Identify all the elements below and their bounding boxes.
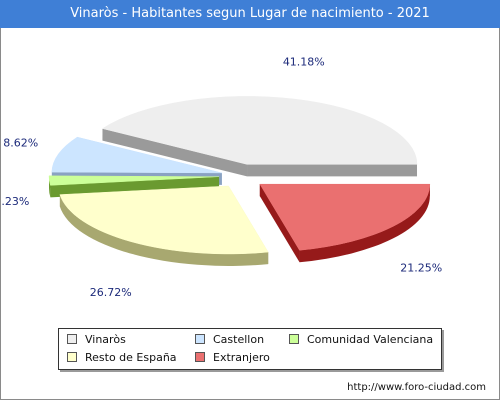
source-credit: http://www.foro-ciudad.com [347,382,486,393]
pie-label-resto-de-espana: 26.72% [90,286,132,299]
pie-slice-resto-de-espana [59,185,269,266]
pie-label-vinaros: 41.18% [283,56,325,69]
legend-label-vinaros: Vinaròs [85,333,126,346]
pie-top-extranjero [259,183,431,251]
legend-label-extranjero: Extranjero [213,351,270,364]
legend-label-castellon: Castellon [213,333,265,346]
pie-slice-extranjero [259,183,431,263]
pie-wall-vinaros-1 [102,128,248,177]
pie-side-resto-de-espana [59,194,269,266]
legend-swatch-extranjero [195,352,205,362]
pie-slice-comunidad-valenciana [48,175,220,198]
legend-swatch-vinaros [67,334,77,344]
legend-item-comunidad-valenciana: Comunidad Valenciana [289,333,433,346]
legend-item-castellon: Castellon [195,333,264,346]
pie-top-vinaros [101,96,418,165]
pie-top-comunidad-valenciana [48,175,220,186]
pie-wall-extranjero-0 [259,184,300,263]
pie-chart: 41.18% 8.62% 2.23% 26.72% 21.25% [1,56,442,300]
legend-item-vinaros: Vinaròs [67,333,126,346]
legend-label-comunidad-valenciana: Comunidad Valenciana [307,333,434,346]
chart-title: Vinaròs - Habitantes segun Lugar de naci… [0,0,500,28]
pie-wall-vinaros-0 [247,164,418,177]
legend-swatch-comunidad-valenciana [289,334,299,344]
pie-wall-comunidad-valenciana-1 [50,176,220,198]
legend-label-resto-de-espana: Resto de España [85,351,177,364]
pie-side-extranjero [299,184,430,263]
legend-item-resto-de-espana: Resto de España [67,351,177,364]
pie-top-resto-de-espana [59,185,269,255]
legend-item-extranjero: Extranjero [195,351,270,364]
legend: Vinaròs Castellon Comunidad Valenciana R… [58,328,442,370]
pie-label-extranjero: 21.25% [400,262,442,275]
pie-top-castellon [51,136,222,174]
pie-slice-vinaros [101,96,418,177]
legend-swatch-castellon [195,334,205,344]
pie-label-castellon: 8.62% [3,137,38,150]
legend-swatch-resto-de-espana [67,352,77,362]
pie-label-comunidad-valenciana: 2.23% [1,195,29,208]
